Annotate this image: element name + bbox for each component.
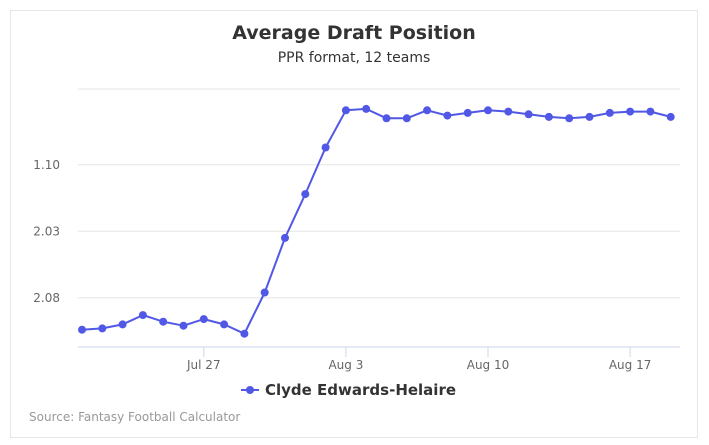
data-point[interactable] [98,324,107,333]
x-tick-label: Aug 17 [609,358,652,372]
data-point[interactable] [341,106,350,115]
data-point[interactable] [260,288,269,297]
data-point[interactable] [281,233,289,242]
chart-subtitle: PPR format, 12 teams [278,50,431,66]
data-point[interactable] [220,320,229,329]
data-point[interactable] [585,112,594,121]
data-point[interactable] [301,190,310,199]
data-point[interactable] [118,320,127,329]
data-point[interactable] [565,114,574,123]
data-point[interactable] [78,325,86,334]
data-point[interactable] [605,108,614,117]
data-point[interactable] [179,321,188,330]
y-tick-label: 2.08 [33,291,60,305]
data-point[interactable] [362,104,371,113]
data-point[interactable] [666,112,675,121]
data-point[interactable] [443,111,452,120]
series-layer [78,104,675,338]
legend-label: Clyde Edwards-Helaire [265,381,456,399]
data-point[interactable] [504,107,513,116]
legend-item[interactable]: Clyde Edwards-Helaire [241,381,456,399]
data-point[interactable] [626,107,635,116]
data-point[interactable] [484,106,492,115]
data-point[interactable] [402,114,411,123]
series-line [81,107,671,335]
data-point[interactable] [423,106,432,115]
axis-layer: 1.10 2.03 2.08 Jul 27 Aug 3 Aug 10 Aug 17 [33,158,680,372]
grid-layer [78,88,680,299]
legend-marker-icon [246,386,254,394]
x-tick-label: Aug 10 [467,358,510,372]
data-point[interactable] [382,114,391,123]
data-point[interactable] [138,311,147,320]
y-tick-label: 2.03 [33,224,60,238]
data-point[interactable] [544,112,553,121]
data-point[interactable] [199,315,208,324]
data-point[interactable] [646,107,655,116]
data-point[interactable] [240,329,249,338]
chart-frame [10,10,698,438]
data-point[interactable] [159,317,168,326]
chart-title: Average Draft Position [232,22,476,44]
data-point[interactable] [463,108,472,117]
x-tick-label: Jul 27 [186,358,221,372]
y-tick-label: 1.10 [33,158,60,172]
x-tick-label: Aug 3 [328,358,363,372]
chart-credit: Source: Fantasy Football Calculator [29,410,240,424]
data-point[interactable] [524,110,533,119]
data-point[interactable] [321,143,330,152]
